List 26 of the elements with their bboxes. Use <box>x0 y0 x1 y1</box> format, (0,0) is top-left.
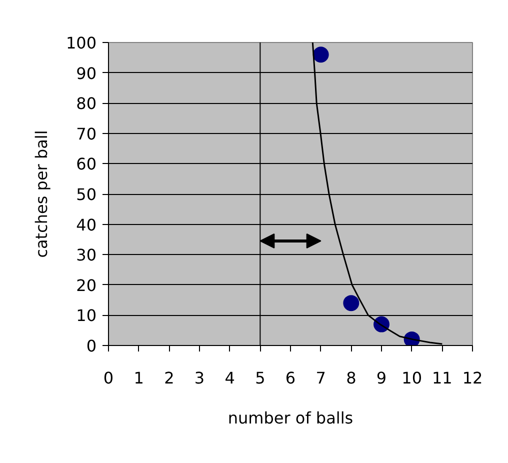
x-tick-label: 12 <box>462 368 483 388</box>
y-tick-label: 90 <box>76 64 96 83</box>
x-tick-label: 1 <box>134 368 144 388</box>
y-tick-label: 100 <box>66 34 97 52</box>
x-tick-label: 6 <box>285 368 296 388</box>
y-tick-label: 60 <box>76 154 96 174</box>
x-tick-label: 4 <box>224 368 235 388</box>
x-tick-label: 2 <box>164 368 174 388</box>
x-axis-title: number of balls <box>228 408 354 428</box>
x-tick-label: 7 <box>316 368 326 388</box>
x-tick-label: 8 <box>346 368 356 388</box>
y-tick-label: 0 <box>86 336 97 356</box>
y-tick-label: 50 <box>76 185 96 204</box>
y-tick-label: 30 <box>76 246 96 265</box>
x-tick-label: 5 <box>255 368 266 388</box>
x-tick-label: 3 <box>194 368 205 388</box>
y-tick-label: 40 <box>76 215 96 234</box>
y-tick-label: 20 <box>76 276 96 295</box>
y-axis-title: catches per ball <box>32 130 51 258</box>
y-tick-label: 80 <box>76 94 96 114</box>
y-tick-label: 10 <box>76 306 96 326</box>
y-tick-label: 70 <box>76 124 96 144</box>
x-tick-label: 11 <box>432 368 452 388</box>
x-tick-label: 9 <box>376 368 387 388</box>
x-tick-label: 0 <box>103 368 114 388</box>
x-tick-label: 10 <box>402 368 422 388</box>
